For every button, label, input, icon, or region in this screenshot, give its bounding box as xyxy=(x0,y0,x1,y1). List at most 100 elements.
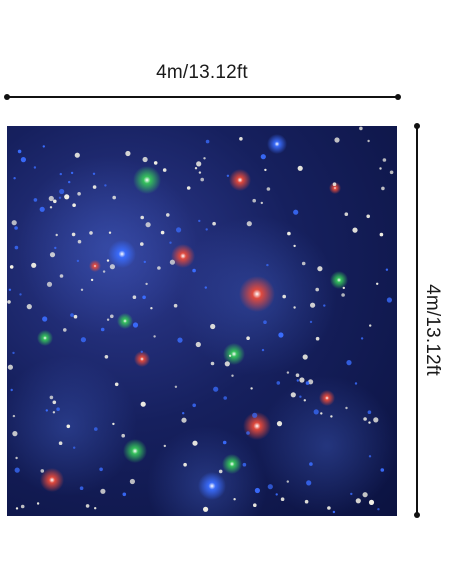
star-point xyxy=(299,377,305,383)
star-point xyxy=(104,184,107,187)
star-point xyxy=(169,241,172,244)
star-point xyxy=(192,268,196,273)
star-point xyxy=(379,232,384,237)
star-point xyxy=(301,261,306,266)
nebula-haze xyxy=(17,156,197,336)
glow-star xyxy=(319,390,335,406)
star-point xyxy=(110,314,114,319)
glow-star xyxy=(40,468,64,492)
star-point xyxy=(163,444,166,448)
star-point xyxy=(80,288,84,291)
star-point xyxy=(198,171,202,174)
star-point xyxy=(12,414,16,418)
star-point xyxy=(192,440,198,446)
glow-star xyxy=(223,343,245,365)
star-point xyxy=(352,227,358,233)
star-point xyxy=(79,486,84,491)
star-point xyxy=(173,303,178,308)
star-point xyxy=(233,498,236,501)
star-point xyxy=(58,196,62,199)
star-point xyxy=(77,239,82,244)
star-point xyxy=(260,154,266,160)
star-point xyxy=(286,480,289,483)
star-point xyxy=(323,304,326,307)
star-point xyxy=(379,167,382,170)
star-point xyxy=(132,295,137,299)
star-point xyxy=(92,172,96,175)
star-point xyxy=(17,149,22,154)
star-point xyxy=(140,401,146,407)
star-point xyxy=(70,171,74,175)
star-point xyxy=(290,392,296,398)
star-point xyxy=(332,510,336,514)
star-point xyxy=(194,167,198,170)
star-point xyxy=(203,506,209,512)
star-point xyxy=(295,373,300,377)
star-point xyxy=(226,174,230,177)
star-point xyxy=(252,412,258,418)
star-point xyxy=(56,407,60,412)
star-point xyxy=(10,388,13,392)
star-point xyxy=(64,194,70,200)
star-point xyxy=(90,278,94,282)
star-point xyxy=(140,215,144,220)
star-point xyxy=(104,355,109,359)
star-point xyxy=(276,421,283,427)
star-point xyxy=(332,182,337,186)
star-point xyxy=(129,478,135,485)
star-point xyxy=(368,499,375,505)
star-point xyxy=(76,259,80,263)
star-point xyxy=(73,446,76,449)
star-point xyxy=(122,492,127,497)
star-point xyxy=(31,262,37,268)
star-point xyxy=(254,487,260,494)
star-point xyxy=(14,467,20,473)
star-point xyxy=(63,328,67,332)
star-point xyxy=(102,270,106,273)
star-point xyxy=(360,337,364,340)
glow-star xyxy=(123,439,147,463)
star-point xyxy=(177,337,183,343)
star-point xyxy=(9,265,14,269)
star-point xyxy=(12,351,15,355)
star-point xyxy=(293,244,296,248)
star-point xyxy=(54,246,57,250)
star-point xyxy=(377,508,380,511)
star-point xyxy=(7,364,13,370)
glow-star xyxy=(37,330,53,346)
star-point xyxy=(246,431,250,435)
height-line-end-dot xyxy=(414,512,420,518)
star-point xyxy=(20,157,26,163)
star-point xyxy=(310,302,316,308)
star-point xyxy=(169,259,175,265)
star-point xyxy=(162,168,167,172)
star-point xyxy=(242,462,247,467)
glow-star xyxy=(329,182,341,194)
star-point xyxy=(153,335,156,338)
star-point xyxy=(366,214,371,219)
star-point xyxy=(174,385,178,388)
star-point xyxy=(153,161,158,165)
star-point xyxy=(345,406,348,410)
star-point xyxy=(52,400,57,405)
star-point xyxy=(157,266,161,270)
star-point xyxy=(150,307,153,310)
star-point xyxy=(100,488,106,494)
star-point xyxy=(376,282,379,285)
glow-star xyxy=(117,313,133,329)
star-point xyxy=(367,139,370,143)
star-point xyxy=(260,201,263,205)
star-point xyxy=(341,293,345,297)
star-point xyxy=(367,410,372,415)
star-point xyxy=(299,395,302,398)
star-point xyxy=(55,233,58,237)
star-point xyxy=(200,177,204,182)
star-point xyxy=(205,139,210,144)
star-point xyxy=(106,318,110,321)
star-point xyxy=(196,161,202,167)
star-point xyxy=(334,137,340,143)
star-point xyxy=(195,341,201,348)
star-field xyxy=(7,126,397,516)
glow-star xyxy=(239,276,275,312)
star-point xyxy=(89,231,93,235)
